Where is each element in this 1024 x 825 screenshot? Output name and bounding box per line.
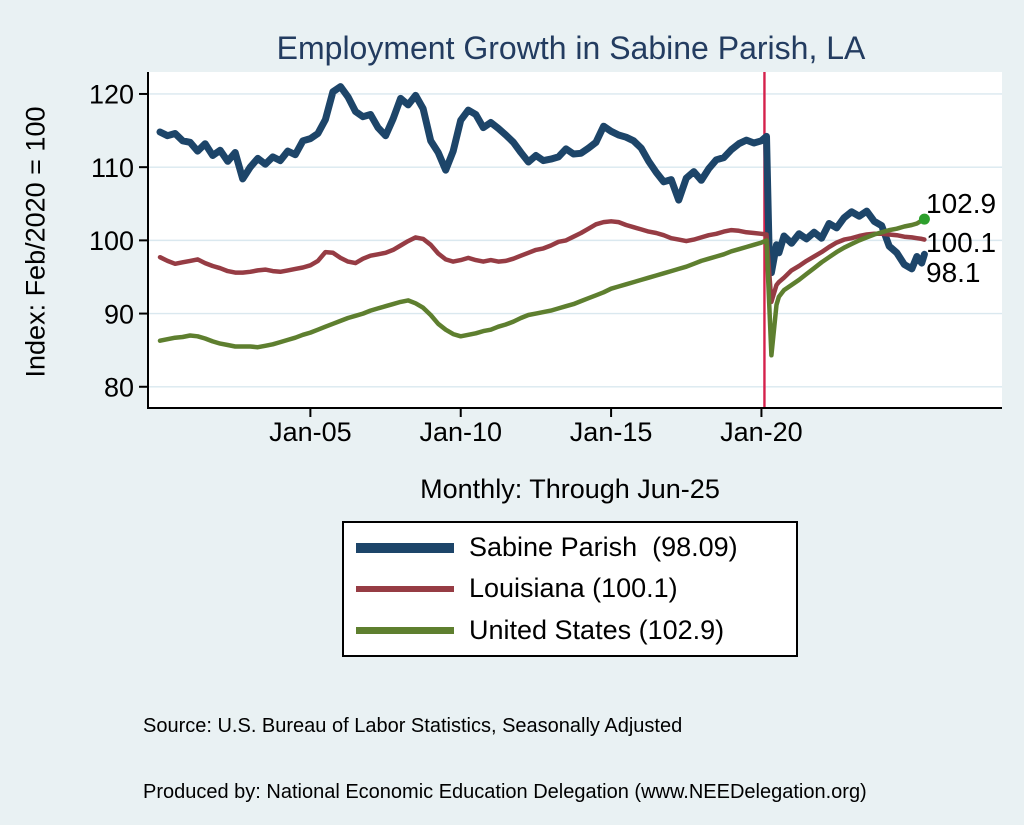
legend-label-louisiana: Louisiana (100.1) (469, 573, 678, 604)
y-tick-label: 120 (89, 80, 134, 110)
produced-by-line: Produced by: National Economic Education… (143, 781, 867, 803)
series-line-sabine (156, 83, 928, 277)
y-tick-label: 100 (89, 226, 134, 256)
chart-subtitle: Monthly: Through Jun-25 (420, 474, 720, 504)
x-tick-label: Jan-10 (419, 417, 502, 447)
source-note: Source: U.S. Bureau of Labor Statistics,… (143, 671, 867, 825)
legend-swatch-louisiana (356, 585, 454, 592)
y-tick-label: 80 (104, 372, 134, 402)
legend-item-sabine-parish: Sabine Parish (98.09) (344, 532, 796, 563)
end-label-united-states: 102.9 (926, 188, 997, 219)
end-label-louisiana: 100.1 (926, 227, 997, 258)
plot-area: 80 90 100 110 120 Jan-05 Jan-10 Jan-15 Jan-20 (89, 72, 1002, 447)
legend: Sabine Parish (98.09) Louisiana (100.1) … (342, 521, 798, 657)
page-background: { "colors": { "background": "#e9f1f3", "… (20, 30, 1002, 803)
legend-label-united-states: United States (102.9) (469, 614, 725, 645)
y-tick-label: 110 (91, 153, 134, 183)
series-end-marker-dot (918, 213, 930, 225)
x-tick-label: Jan-20 (720, 417, 803, 447)
legend-swatch-sabine-parish (356, 542, 454, 553)
series-line-louisiana (157, 219, 927, 305)
legend-item-louisiana: Louisiana (100.1) (344, 573, 796, 604)
y-tick-label: 90 (104, 299, 134, 329)
source-line: Source: U.S. Bureau of Labor Statistics,… (143, 715, 683, 737)
chart-title: Employment Growth in Sabine Parish, LA (276, 30, 866, 66)
legend-swatch-united-states (356, 626, 454, 634)
x-tick-label: Jan-05 (269, 417, 352, 447)
x-tick-label: Jan-15 (570, 417, 653, 447)
end-label-sabine-parish: 98.1 (926, 257, 981, 288)
legend-item-united-states: United States (102.9) (344, 615, 796, 646)
series-line-united_states (157, 216, 927, 358)
legend-label-sabine-parish: Sabine Parish (98.09) (469, 532, 738, 563)
